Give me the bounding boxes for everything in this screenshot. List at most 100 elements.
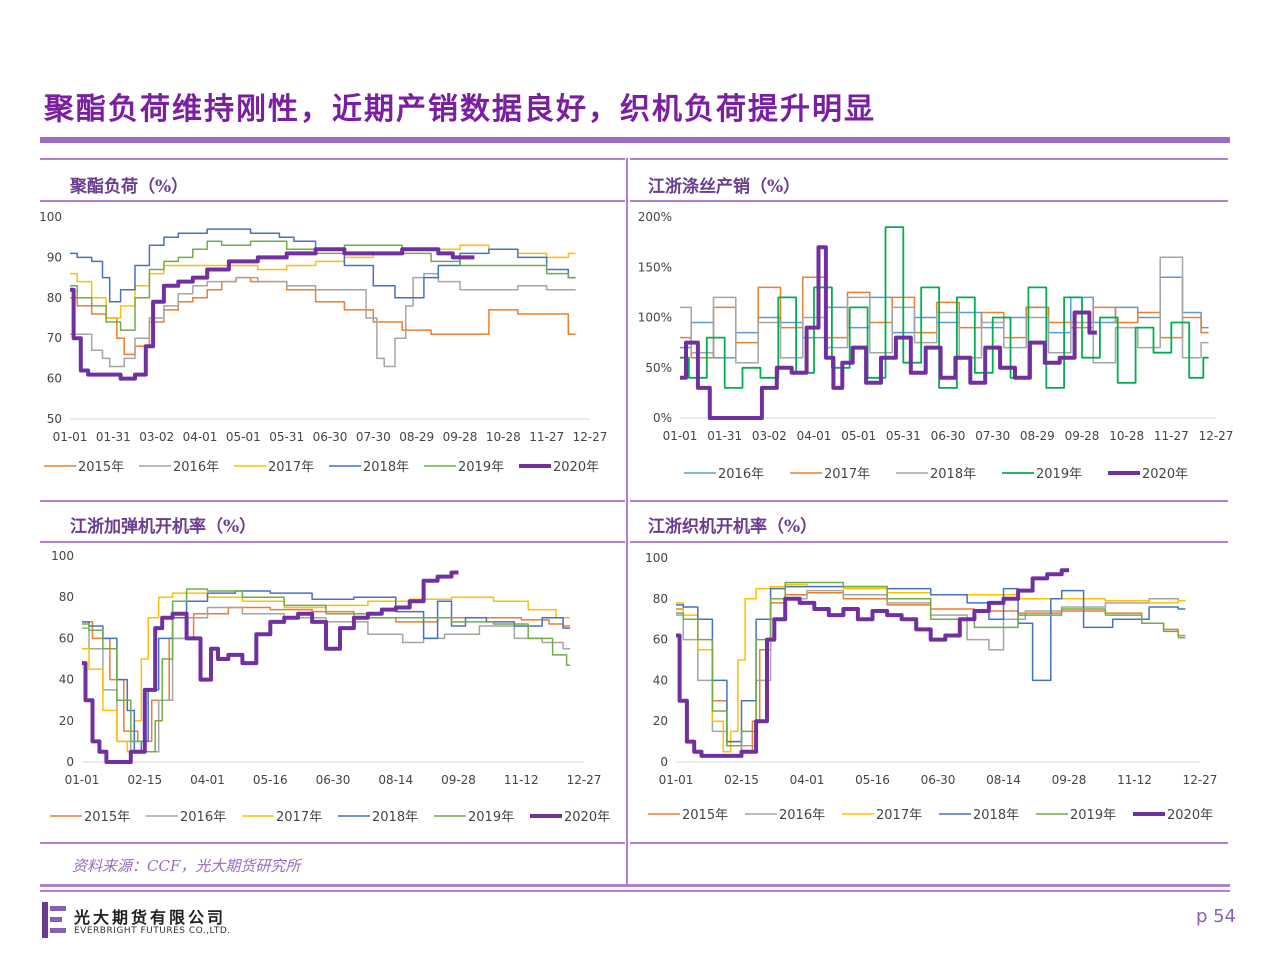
- x-tick-label: 07-30: [356, 430, 391, 444]
- y-tick-label: 40: [59, 673, 74, 687]
- x-tick-label: 12-27: [573, 430, 608, 444]
- panel-top-rule-left: [40, 158, 625, 160]
- x-tick-label: 05-31: [886, 429, 921, 443]
- y-tick-label: 100%: [638, 311, 672, 325]
- legend-label: 2015年: [682, 808, 728, 823]
- series-line: [70, 228, 576, 303]
- company-logo: 光大期货有限公司 EVERBRIGHT FUTURES CO.,LTD.: [42, 902, 242, 942]
- x-tick-label: 01-01: [65, 773, 100, 787]
- x-tick-label: 10-28: [1109, 429, 1144, 443]
- x-tick-label: 06-30: [313, 430, 348, 444]
- x-tick-label: 03-02: [139, 430, 174, 444]
- legend-label: 2020年: [1167, 808, 1213, 823]
- x-tick-label: 11-27: [1154, 429, 1189, 443]
- chart-title-jiangzhe-sales: 江浙涤丝产销（%）: [648, 177, 801, 197]
- series-line: [82, 588, 571, 753]
- panel-header2-rule-right: [630, 541, 1228, 543]
- legend-label: 2020年: [553, 460, 599, 475]
- panel-top-rule-right: [630, 158, 1228, 160]
- legend-label: 2017年: [276, 810, 322, 825]
- x-tick-label: 01-01: [659, 773, 694, 787]
- x-tick-label: 08-29: [399, 430, 434, 444]
- x-tick-label: 03-02: [752, 429, 787, 443]
- x-tick-label: 05-31: [269, 430, 304, 444]
- legend-label: 2017年: [268, 460, 314, 475]
- y-tick-label: 100: [645, 551, 668, 565]
- series-line: [82, 606, 571, 753]
- series-line: [82, 606, 571, 743]
- x-tick-label: 09-28: [443, 430, 478, 444]
- series-line: [82, 570, 459, 764]
- legend-label: 2020年: [1142, 467, 1188, 482]
- x-tick-label: 05-16: [253, 773, 288, 787]
- panel-vertical-divider: [626, 158, 628, 886]
- series-line: [82, 590, 571, 753]
- company-name-en: EVERBRIGHT FUTURES CO.,LTD.: [74, 926, 231, 936]
- series-line: [676, 583, 1186, 753]
- y-tick-label: 60: [59, 631, 74, 645]
- legend-label: 2019年: [1036, 467, 1082, 482]
- y-tick-label: 70: [47, 331, 62, 345]
- series-line: [680, 276, 1209, 359]
- x-tick-label: 09-28: [441, 773, 476, 787]
- y-tick-label: 80: [653, 592, 668, 606]
- x-tick-label: 07-30: [975, 429, 1010, 443]
- chart-title-weaving-rate: 江浙织机开机率（%）: [648, 517, 818, 537]
- series-line: [70, 247, 475, 381]
- footer-rule-1: [40, 884, 1230, 887]
- x-tick-label: 01-01: [53, 430, 88, 444]
- x-tick-label: 04-01: [190, 773, 225, 787]
- y-tick-label: 50%: [645, 361, 672, 375]
- panel-header-rule-right: [630, 200, 1228, 202]
- page-number: p 54: [1195, 906, 1236, 927]
- x-tick-label: 04-01: [790, 773, 825, 787]
- x-tick-label: 06-30: [921, 773, 956, 787]
- series-line: [676, 591, 1186, 753]
- series-line: [676, 568, 1069, 758]
- series-line: [680, 245, 1097, 420]
- series-line: [676, 581, 1186, 747]
- panel-mid-rule-right: [630, 500, 1228, 502]
- y-tick-label: 20: [653, 714, 668, 728]
- series-line: [676, 585, 1186, 743]
- x-tick-label: 04-01: [797, 429, 832, 443]
- x-tick-label: 11-12: [1117, 773, 1152, 787]
- y-tick-label: 90: [47, 250, 62, 264]
- y-tick-label: 20: [59, 714, 74, 728]
- y-tick-label: 0%: [653, 411, 672, 425]
- x-tick-label: 11-27: [529, 430, 564, 444]
- panel-header2-rule-left: [40, 541, 625, 543]
- x-tick-label: 05-16: [855, 773, 890, 787]
- y-tick-label: 80: [47, 291, 62, 305]
- panel-header-rule-left: [40, 200, 625, 202]
- y-tick-label: 60: [47, 372, 62, 386]
- series-line: [676, 589, 1186, 747]
- y-tick-label: 60: [653, 633, 668, 647]
- legend-label: 2018年: [930, 467, 976, 482]
- page-title: 聚酯负荷维持刚性，近期产销数据良好，织机负荷提升明显: [44, 92, 876, 127]
- legend-label: 2016年: [718, 467, 764, 482]
- series-line: [70, 240, 576, 331]
- series-line: [70, 244, 576, 319]
- series-line: [680, 276, 1209, 359]
- x-tick-label: 09-28: [1065, 429, 1100, 443]
- legend-label: 2019年: [458, 460, 504, 475]
- x-tick-label: 12-27: [1199, 429, 1234, 443]
- everbright-logo-icon: [42, 902, 66, 938]
- x-tick-label: 02-15: [724, 773, 759, 787]
- legend-label: 2020年: [564, 810, 610, 825]
- x-tick-label: 05-01: [841, 429, 876, 443]
- x-tick-label: 08-29: [1020, 429, 1055, 443]
- y-tick-label: 200%: [638, 210, 672, 224]
- x-tick-label: 06-30: [931, 429, 966, 443]
- legend-label: 2015年: [84, 810, 130, 825]
- series-line: [680, 256, 1209, 364]
- legend-label: 2016年: [173, 460, 219, 475]
- y-tick-label: 100: [39, 210, 62, 224]
- x-tick-label: 10-28: [486, 430, 521, 444]
- legend-label: 2017年: [824, 467, 870, 482]
- legend-label: 2015年: [78, 460, 124, 475]
- series-line: [82, 592, 571, 753]
- x-tick-label: 05-01: [226, 430, 261, 444]
